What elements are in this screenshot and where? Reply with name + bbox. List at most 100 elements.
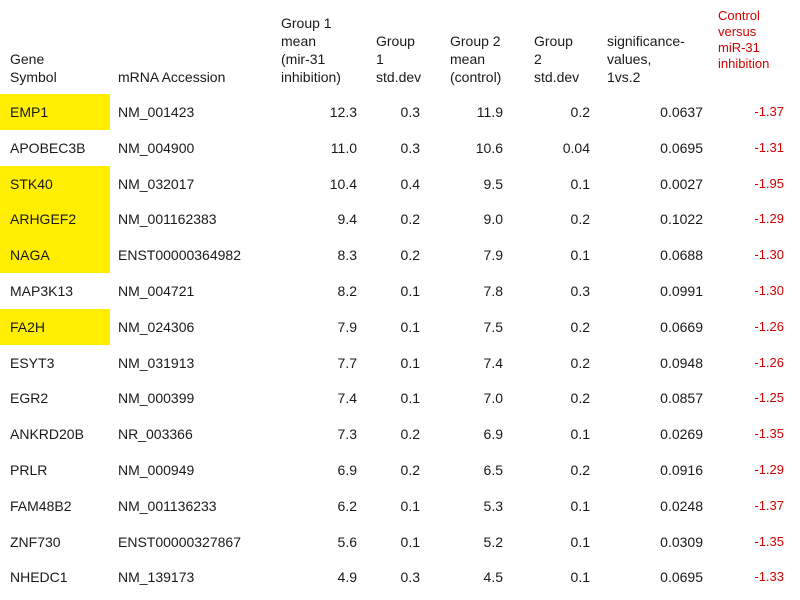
significance-value-cell: 0.0948	[660, 354, 703, 371]
group2-mean-cell: 9.5	[483, 175, 503, 192]
gene-highlight	[0, 308, 110, 345]
group2-std-dev-cell: 0.3	[570, 283, 590, 299]
mrna-accession-cell: NM_024306	[118, 318, 195, 335]
group2-mean-cell: 11.9	[476, 104, 503, 120]
group2-std-dev-cell: 0.2	[570, 211, 590, 228]
group2-mean-cell: 6.5	[483, 462, 503, 478]
table-row: EMP1 NM_001423 12.3 0.3 11.9 0.2 0.0637 -1.37	[0, 94, 800, 130]
group1-std-dev-cell: 0.1	[400, 533, 420, 550]
group2-std-dev-cell: 0.2	[570, 462, 590, 478]
gene-symbol-cell: FAM48B2	[10, 497, 72, 514]
gene-symbol-cell: PRLR	[10, 462, 48, 478]
group2-std-dev-cell: 0.1	[570, 569, 590, 586]
group2-std-dev-cell: 0.1	[570, 533, 590, 550]
table-row: STK40 NM_032017 10.4 0.4 9.5 0.1 0.0027 -1.95	[0, 165, 800, 202]
header-group2-mean: Group 2 mean (control)	[450, 33, 502, 85]
significance-value-cell: 0.0695	[660, 569, 703, 586]
fold-change-cell: -1.26	[754, 354, 784, 370]
mrna-accession-cell: NM_001136233	[118, 497, 217, 514]
group1-mean-cell: 10.4	[329, 175, 357, 192]
table-row: NAGA ENST00000364982 8.3 0.2 7.9 0.1 0.0688 -1.…	[0, 237, 800, 274]
group2-mean-cell: 10.6	[475, 139, 503, 156]
table-row: ANKRD20B NR_003366 7.3 0.2 6.9 0.1 0.0269 -1.35	[0, 416, 800, 452]
table-row: NHEDC1 NM_139173 4.9 0.3 4.5 0.1 0.0695 -1.33	[0, 559, 800, 595]
mrna-accession-cell: NM_139173	[118, 569, 195, 586]
group1-mean-cell: 6.2	[337, 497, 357, 514]
header-group2-std-dev: Group 2 std.dev	[534, 33, 580, 85]
mrna-accession-cell: NM_000399	[118, 390, 195, 407]
significance-value-cell: 0.0857	[660, 390, 703, 407]
group2-std-dev-cell: 0.1	[570, 497, 590, 514]
group1-mean-cell: 7.9	[337, 318, 357, 335]
group2-std-dev-cell: 0.2	[570, 390, 590, 407]
mrna-accession-cell: ENST00000327867	[118, 533, 241, 550]
table-row: FAM48B2 NM_001136233 6.2 0.1 5.3 0.1 0.0248 -1.…	[0, 488, 800, 524]
mrna-accession-cell: NM_032017	[118, 175, 195, 192]
group2-std-dev-cell: 0.1	[570, 426, 590, 443]
mrna-accession-cell: NM_031913	[118, 354, 195, 371]
fold-change-cell: -1.35	[754, 426, 784, 442]
group2-mean-cell: 6.9	[483, 426, 503, 443]
group2-mean-cell: 7.9	[483, 247, 503, 264]
group1-mean-cell: 8.3	[337, 247, 357, 264]
significance-value-cell: 0.0027	[660, 175, 703, 192]
group1-std-dev-cell: 0.1	[400, 318, 420, 335]
group1-mean-cell: 7.7	[337, 354, 357, 371]
mrna-accession-cell: NM_004900	[118, 139, 195, 156]
group1-mean-cell: 7.3	[337, 426, 357, 443]
group2-mean-cell: 7.4	[483, 354, 503, 371]
mrna-accession-cell: NR_003366	[118, 426, 193, 443]
header-group1-std-dev: Group 1 std.dev	[376, 33, 422, 85]
group1-std-dev-cell: 0.3	[400, 104, 420, 120]
table-row: MAP3K13 NM_004721 8.2 0.1 7.8 0.3 0.0991 -1.30	[0, 273, 800, 309]
header-significance-values: significance- values, 1vs.2	[607, 33, 685, 85]
group1-std-dev-cell: 0.1	[400, 354, 420, 371]
group1-std-dev-cell: 0.2	[400, 426, 420, 443]
significance-value-cell: 0.0688	[660, 247, 703, 264]
gene-symbol-cell: EMP1	[10, 104, 49, 120]
gene-symbol-cell: APOBEC3B	[10, 139, 86, 156]
group2-mean-cell: 7.0	[483, 390, 503, 407]
group2-mean-cell: 4.5	[483, 569, 503, 586]
group2-std-dev-cell: 0.04	[562, 139, 590, 156]
mrna-accession-cell: NM_004721	[118, 283, 195, 299]
group1-std-dev-cell: 0.3	[400, 569, 420, 586]
table-row: APOBEC3B NM_004900 11.0 0.3 10.6 0.04 0.0695 -1…	[0, 130, 800, 166]
group1-mean-cell: 8.2	[337, 283, 357, 299]
group2-std-dev-cell: 0.2	[570, 318, 590, 335]
fold-change-cell: -1.25	[754, 390, 784, 406]
gene-highlight	[0, 201, 110, 238]
fold-change-cell: -1.35	[754, 533, 784, 549]
significance-value-cell: 0.0269	[660, 426, 703, 443]
group1-mean-cell: 5.6	[337, 533, 357, 550]
gene-symbol-cell: ANKRD20B	[10, 426, 84, 443]
group1-std-dev-cell: 0.3	[400, 139, 420, 156]
significance-value-cell: 0.1022	[660, 211, 703, 228]
gene-symbol-cell: STK40	[10, 175, 53, 192]
fold-change-cell: -1.30	[754, 247, 784, 263]
group1-mean-cell: 12.3	[329, 104, 357, 120]
header-mrna-accession: mRNA Accession	[118, 69, 226, 85]
gene-symbol-cell: ESYT3	[10, 354, 55, 371]
table-row: ESYT3 NM_031913 7.7 0.1 7.4 0.2 0.0948 -1.26	[0, 345, 800, 381]
gene-symbol-cell: ARHGEF2	[10, 211, 77, 228]
table-row: ZNF730 ENST00000327867 5.6 0.1 5.2 0.1 0.0309 -…	[0, 524, 800, 560]
group2-mean-cell: 7.8	[483, 283, 503, 299]
fold-change-cell: -1.29	[754, 211, 784, 227]
gene-highlight	[0, 94, 110, 130]
group2-std-dev-cell: 0.1	[570, 175, 590, 192]
gene-symbol-cell: NHEDC1	[10, 569, 68, 586]
mrna-accession-cell: NM_001423	[118, 104, 195, 120]
fold-change-cell: -1.30	[754, 283, 784, 298]
header-group1-mean: Group 1 mean (mir-31 inhibition)	[281, 15, 341, 85]
significance-value-cell: 0.0669	[660, 318, 703, 335]
fold-change-cell: -1.37	[754, 497, 784, 513]
mrna-accession-cell: NM_000949	[118, 462, 195, 478]
group2-mean-cell: 7.5	[483, 318, 503, 335]
table-row: ARHGEF2 NM_001162383 9.4 0.2 9.0 0.2 0.1022 -1.…	[0, 201, 800, 238]
fold-change-cell: -1.31	[754, 139, 784, 155]
significance-value-cell: 0.0916	[660, 462, 703, 478]
significance-value-cell: 0.0991	[660, 283, 703, 299]
gene-symbol-cell: NAGA	[10, 247, 50, 264]
